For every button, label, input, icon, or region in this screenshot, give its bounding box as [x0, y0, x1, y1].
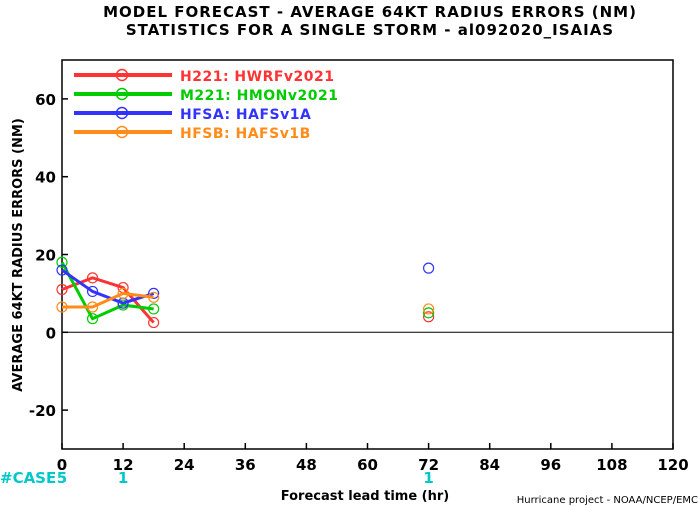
series-point-0: [423, 311, 435, 323]
series-line-1: [60, 261, 154, 321]
case-counts: 5 1 1: [57, 469, 434, 487]
series-line-0: [61, 276, 155, 324]
series-point-3: [56, 301, 68, 313]
legend-label-1: M221: HMONv2021: [180, 88, 339, 104]
x-tick-label: 108: [596, 456, 627, 474]
x-tick-label: 72: [418, 456, 439, 474]
series-point-3: [148, 291, 160, 303]
y-tick-label: 40: [35, 169, 56, 187]
legend-marker-1: [115, 87, 129, 101]
y-tick-label: -20: [29, 402, 56, 420]
plot-frame: [61, 59, 674, 450]
case-count: 5: [57, 469, 67, 487]
y-axis-label: AVERAGE 64KT RADIUS ERRORS (NM): [11, 118, 26, 392]
chart-title-line2: STATISTICS FOR A SINGLE STORM - al092020…: [126, 21, 614, 39]
x-tick-label: 12: [113, 456, 134, 474]
series-point-2: [56, 264, 68, 276]
legend-marker-0: [115, 68, 129, 82]
y-axis: -20 0 20 40 60: [29, 91, 68, 420]
y-tick-label: 60: [35, 91, 56, 109]
series-point-3: [117, 287, 129, 299]
x-tick-label: 120: [657, 456, 688, 474]
legend-marker-3: [115, 125, 129, 139]
series-line-3: [62, 291, 154, 309]
x-tick-label: 24: [174, 456, 195, 474]
x-axis: 0 12 24 36 48 60 72 84 96 108 120: [57, 443, 689, 474]
series-point-3: [423, 303, 435, 315]
series-point-1: [56, 256, 68, 268]
y-tick-label: 0: [46, 324, 56, 342]
x-axis-label: Forecast lead time (hr): [281, 489, 449, 504]
series-point-2: [423, 262, 435, 274]
series-point-1: [423, 307, 435, 319]
legend-marker-2: [115, 106, 129, 120]
x-tick-label: 96: [540, 456, 561, 474]
x-tick-label: 60: [357, 456, 378, 474]
case-count: 1: [118, 469, 128, 487]
series-point-2: [86, 285, 99, 298]
y-tick-label: 20: [35, 247, 56, 265]
series-point-0: [56, 283, 68, 296]
series-point-0: [148, 316, 160, 329]
case-label: #CASE: [0, 469, 56, 487]
x-tick-label: 84: [479, 456, 500, 474]
x-tick-label: 48: [296, 456, 317, 474]
chart-title-line1: MODEL FORECAST - AVERAGE 64KT RADIUS ERR…: [103, 3, 637, 21]
series-point-1: [86, 313, 99, 325]
series-point-3: [86, 301, 99, 313]
series-layer: [56, 256, 435, 329]
case-count: 1: [423, 469, 433, 487]
series-point-0: [86, 272, 99, 284]
legend-label-0: H221: HWRFv2021: [180, 69, 335, 85]
series-line-2: [61, 268, 155, 305]
x-tick-label: 0: [57, 456, 67, 474]
series-point-1: [148, 303, 160, 315]
x-tick-label: 36: [235, 456, 256, 474]
legend-label-3: HFSB: HAFSv1B: [180, 126, 311, 142]
legend-label-2: HFSA: HAFSv1A: [180, 107, 311, 123]
credit-text: Hurricane project - NOAA/NCEP/EMC: [517, 495, 698, 506]
legend: H221: HWRFv2021 M221: HMONv2021 HFSA: HAFS…: [74, 68, 339, 142]
series-point-2: [148, 287, 160, 299]
